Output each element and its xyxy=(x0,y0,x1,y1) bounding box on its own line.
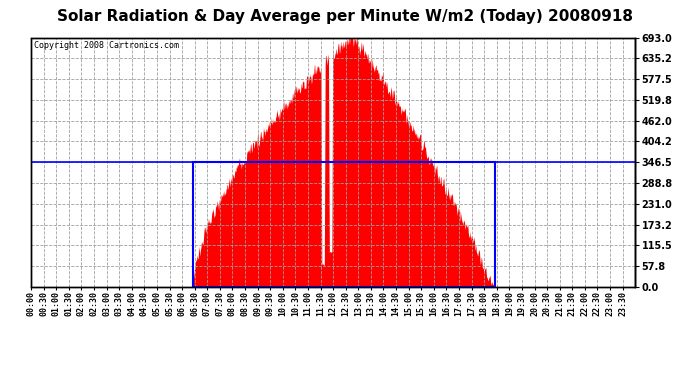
Bar xyxy=(193,162,495,287)
Text: Copyright 2008 Cartronics.com: Copyright 2008 Cartronics.com xyxy=(34,41,179,50)
Text: Solar Radiation & Day Average per Minute W/m2 (Today) 20080918: Solar Radiation & Day Average per Minute… xyxy=(57,9,633,24)
